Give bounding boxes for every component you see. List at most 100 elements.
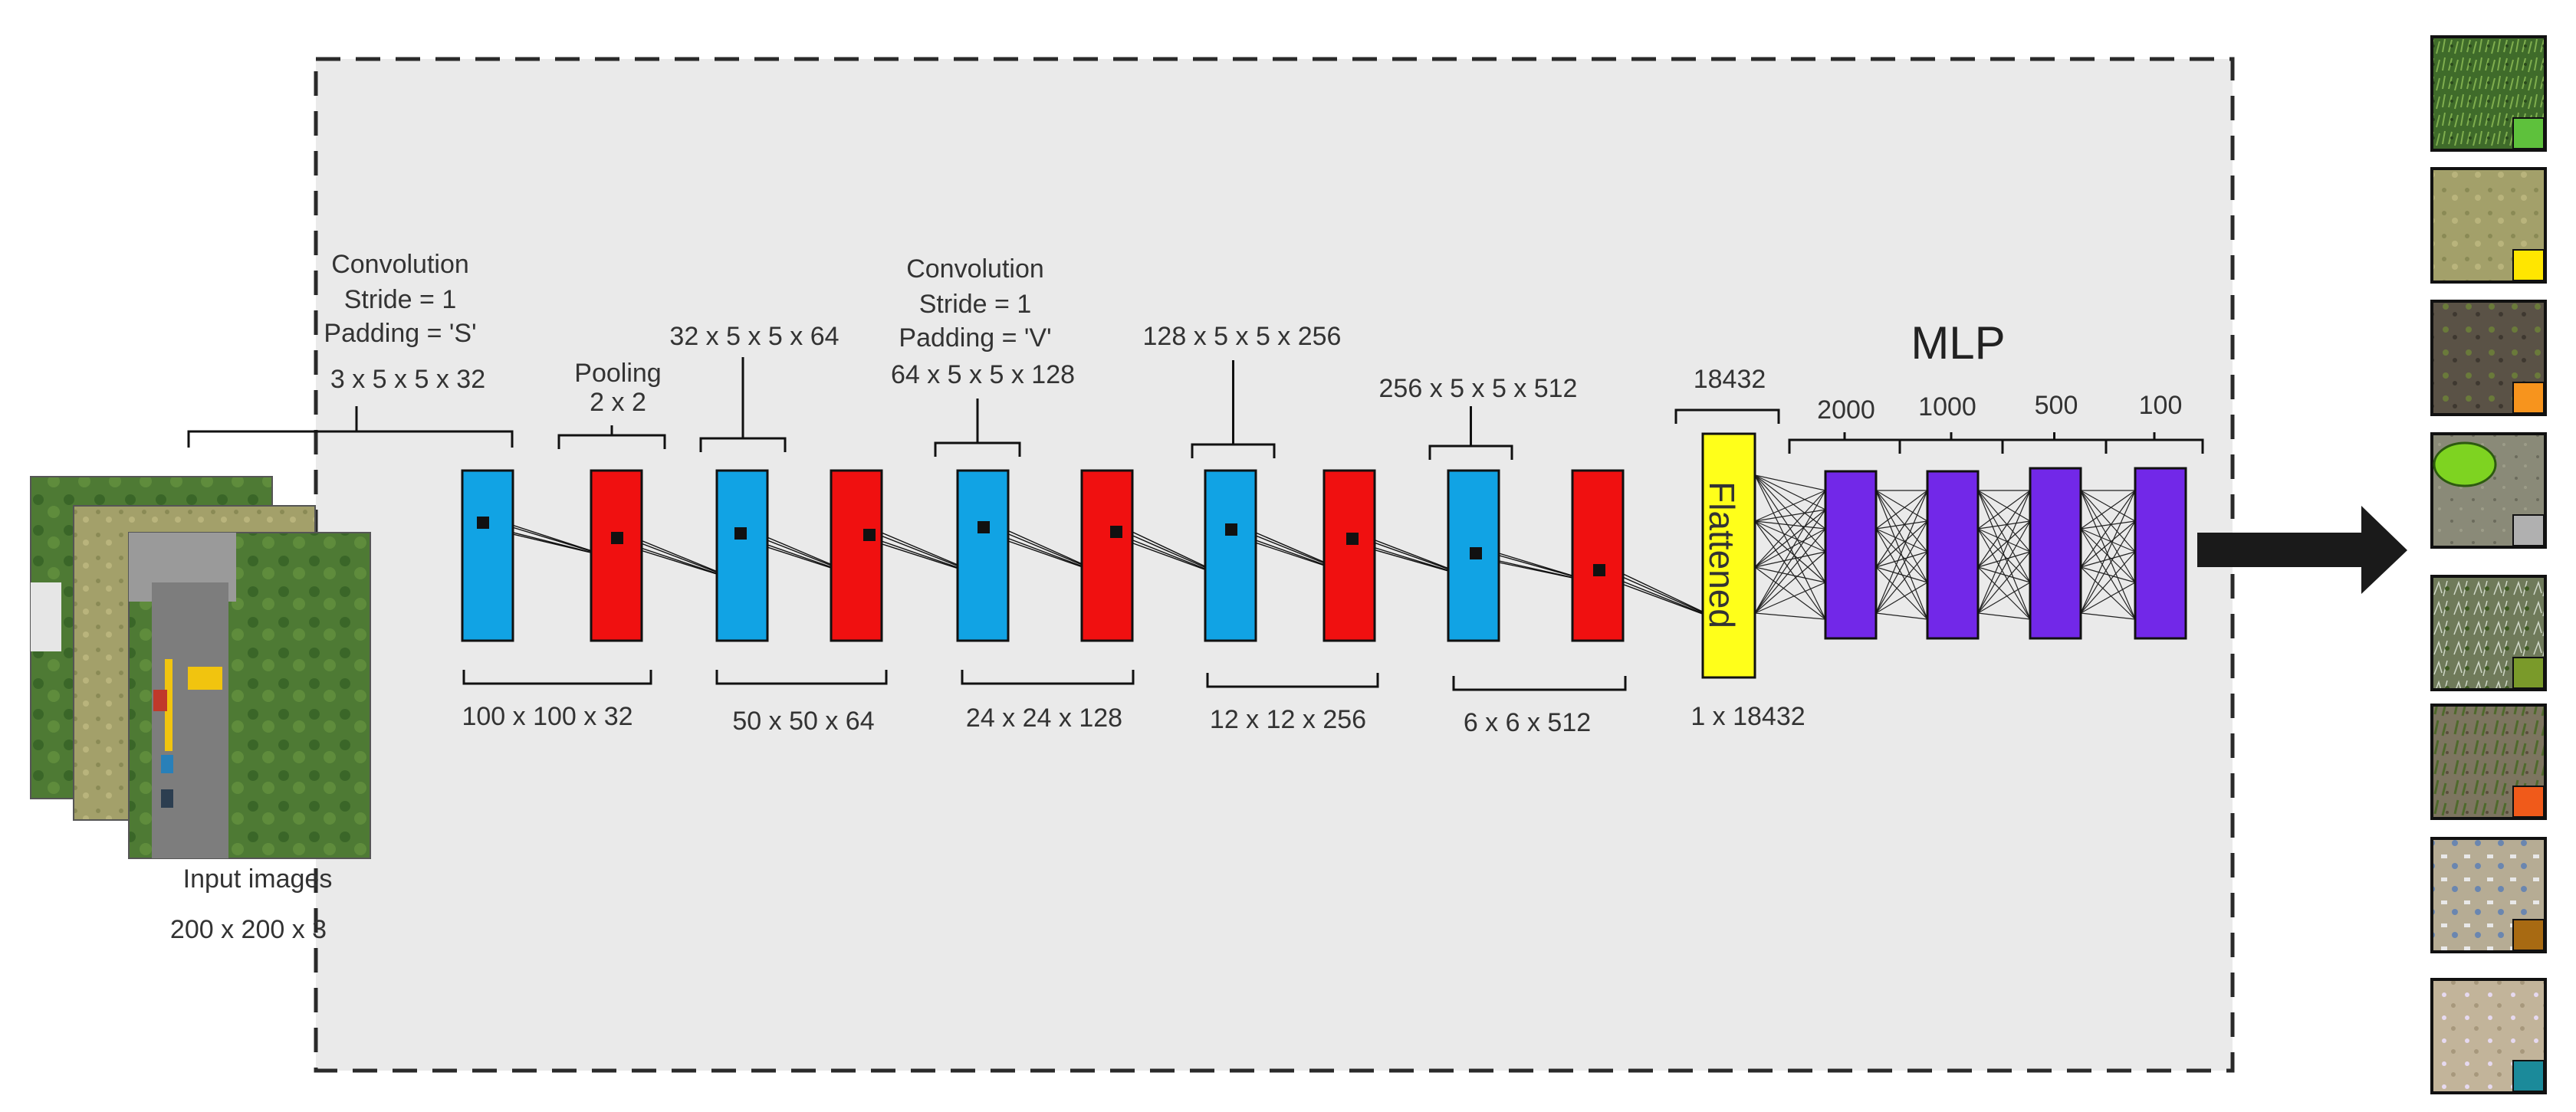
- output-arrow-icon: [2197, 506, 2407, 594]
- labels: Convolution Stride = 1 Padding = 'S' 3 x…: [170, 250, 2182, 944]
- dense-connection-line: [1754, 474, 1826, 553]
- dense-connection-line: [2080, 490, 2136, 522]
- dense-connection-line: [1977, 490, 2031, 522]
- bracket-flatten: [1674, 408, 1780, 424]
- dense-connection-line: [2080, 528, 2136, 553]
- dense-connection-line: [2080, 490, 2136, 568]
- conv1-title-line3: Padding = 'S': [324, 319, 476, 348]
- dense-connection-line: [1754, 566, 1826, 583]
- dense-connection-line: [1977, 490, 2031, 553]
- bracket-feat-4: [1206, 673, 1379, 688]
- dense-connection-line: [2080, 490, 2136, 614]
- dense-connection-line: [1977, 612, 2031, 620]
- output-class-swatch-6: [2512, 786, 2545, 818]
- dense-connection-line: [1977, 490, 2031, 614]
- dense-connection-line: [1977, 566, 2031, 620]
- dense-connection-line: [1875, 490, 1928, 568]
- kernel-square: [1110, 526, 1122, 538]
- dense-connection-line: [1977, 490, 2031, 583]
- conv4-kernel-label: 128 x 5 x 5 x 256: [1143, 322, 1342, 351]
- conv-block-3: [956, 469, 1010, 642]
- dense-connection-line: [1875, 528, 1928, 583]
- feature-dim-5: 6 x 6 x 512: [1464, 708, 1591, 737]
- dense-connection-line: [1754, 490, 1826, 568]
- dense-connection-line: [2080, 490, 2136, 620]
- dense-connection-line: [2080, 520, 2136, 530]
- dense-connection-line: [1977, 490, 2031, 568]
- pool-block-5: [1571, 469, 1625, 642]
- pooling-title-line2: 2 x 2: [590, 388, 646, 417]
- kernel-square: [978, 521, 990, 533]
- conv2-kernel-label: 32 x 5 x 5 x 64: [669, 322, 839, 351]
- feature-dim-1: 100 x 100 x 32: [462, 702, 632, 731]
- dense-connection-line: [1754, 612, 1826, 620]
- dense-connection-line: [1754, 566, 1826, 620]
- mlp-size-1000: 1000: [1918, 392, 1976, 422]
- kernel-square: [863, 529, 876, 541]
- dense-connection-line: [1875, 551, 1928, 568]
- dense-connection-line: [2080, 551, 2136, 568]
- dense-connection-line: [1977, 520, 2031, 568]
- kernel-square: [1470, 547, 1482, 559]
- dense-connection-line: [2080, 566, 2136, 583]
- dense-connection-line: [1977, 528, 2031, 583]
- kernel-square: [611, 532, 623, 544]
- green-vehicle-shape: [2433, 441, 2497, 487]
- mlp-block-1: [1824, 470, 1878, 640]
- dense-connection-line: [1977, 528, 2031, 553]
- dense-connection-line: [1875, 566, 1928, 620]
- dense-connection-line: [2080, 566, 2136, 620]
- dense-connection-line: [1754, 474, 1826, 530]
- dense-connection-line: [1977, 551, 2031, 614]
- dense-connection-line: [1754, 528, 1826, 614]
- conv5-kernel-label: 256 x 5 x 5 x 512: [1379, 374, 1578, 403]
- dense-connection-line: [1977, 490, 2031, 530]
- dense-connection-line: [1875, 520, 1928, 568]
- mlp-block-2: [1926, 470, 1980, 640]
- input-image-stack: [30, 476, 371, 859]
- dense-connection-line: [1875, 520, 1928, 614]
- flatten-size-top: 18432: [1694, 365, 1766, 394]
- kernel-square: [1346, 533, 1359, 545]
- flatten-block: [1701, 432, 1756, 679]
- bracket-feat-2: [715, 670, 888, 685]
- dense-connection-line: [2080, 520, 2136, 614]
- conv3-title-line1: Convolution: [906, 254, 1044, 284]
- dense-connection-line: [1977, 528, 2031, 620]
- output-class-swatch-3: [2512, 382, 2545, 414]
- dense-connection-line: [1875, 551, 1928, 614]
- dense-connection-line: [1875, 528, 1928, 553]
- feature-dim-3: 24 x 24 x 128: [966, 704, 1122, 733]
- dense-connection-line: [1754, 490, 1826, 522]
- kernel-square: [477, 517, 489, 529]
- conv3-kernel-label: 64 x 5 x 5 x 128: [891, 360, 1075, 389]
- feature-dim-2: 50 x 50 x 64: [732, 707, 874, 736]
- dense-connection-line: [1754, 474, 1826, 620]
- dense-connection-line: [1754, 551, 1826, 614]
- dense-connection-line: [2080, 520, 2136, 568]
- dense-connection-line: [1977, 566, 2031, 583]
- dense-connection-line: [1875, 566, 1928, 583]
- output-class-tiles: [2430, 35, 2547, 1094]
- conv-block-2: [715, 469, 769, 642]
- dense-connection-line: [2080, 551, 2136, 614]
- mlp-size-100: 100: [2139, 391, 2183, 420]
- output-class-swatch-2: [2512, 249, 2545, 281]
- dense-connection-line: [2080, 612, 2136, 620]
- dense-connection-line: [1754, 509, 1826, 614]
- dense-connection-line: [1977, 520, 2031, 614]
- conv3-title-line2: Stride = 1: [919, 290, 1031, 319]
- input-images-label: Input images: [183, 864, 333, 894]
- dense-connection-line: [1875, 490, 1928, 583]
- dense-connection-line: [1875, 612, 1928, 620]
- dense-connection-line: [1754, 582, 1826, 614]
- bracket-conv1: [187, 430, 514, 448]
- brackets: [187, 357, 2204, 691]
- bracket-feat-3: [961, 670, 1135, 685]
- flattened-label: Flattened: [1702, 481, 1742, 628]
- layer-blocks: [461, 432, 2187, 679]
- mlp-block-4: [2134, 467, 2187, 640]
- mlp-size-500: 500: [2035, 391, 2078, 420]
- output-class-swatch-8: [2512, 1060, 2545, 1092]
